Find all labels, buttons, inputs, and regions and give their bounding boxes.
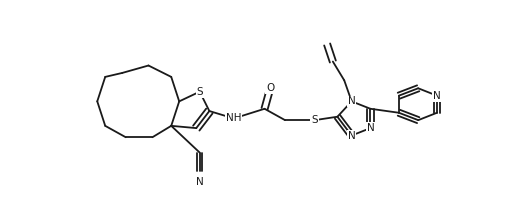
Text: S: S — [196, 87, 203, 97]
Text: O: O — [266, 83, 274, 93]
Text: N: N — [348, 96, 356, 106]
Text: NH: NH — [226, 113, 242, 123]
Text: N: N — [366, 123, 374, 133]
Text: S: S — [311, 115, 318, 125]
Text: N: N — [348, 131, 356, 141]
Text: N: N — [433, 91, 441, 101]
Text: N: N — [196, 177, 204, 187]
